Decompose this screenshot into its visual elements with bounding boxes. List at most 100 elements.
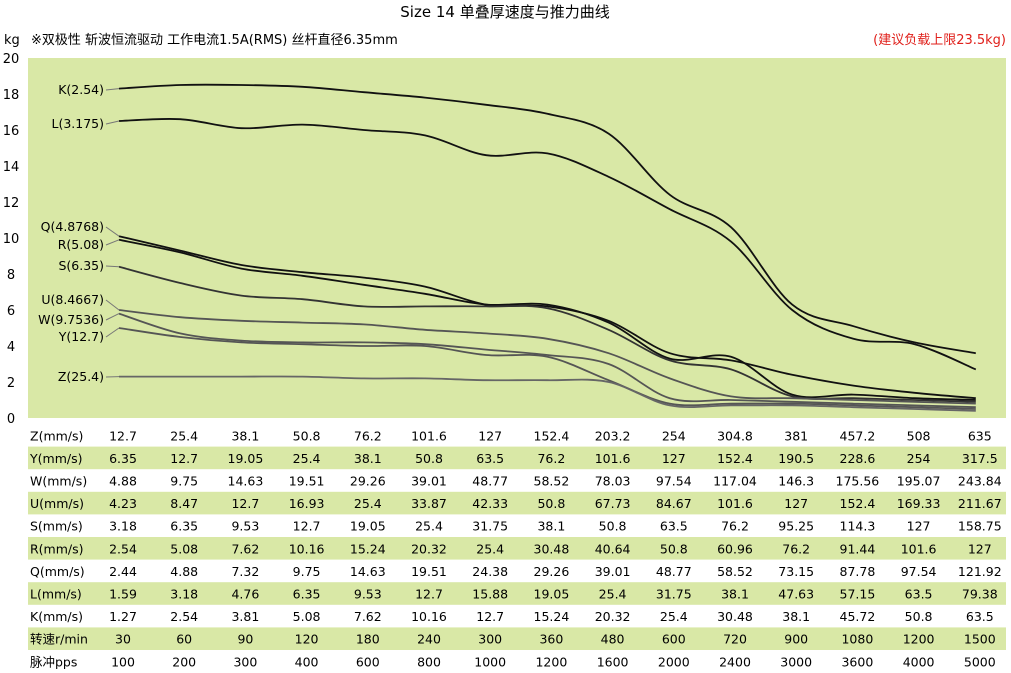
row-label: 转速r/min — [30, 632, 88, 647]
series-lines — [118, 83, 977, 412]
table-cell: 317.5 — [962, 451, 998, 466]
table-cell: 200 — [172, 654, 196, 669]
table-cell: 16.93 — [289, 496, 325, 511]
table-cell: 4000 — [903, 654, 935, 669]
table-cell: 1.27 — [109, 609, 137, 624]
row-label: U(mm/s) — [30, 496, 84, 511]
table-cell: 73.15 — [778, 564, 814, 579]
y-tick-label: 18 — [3, 88, 20, 103]
table-cell: 19.51 — [411, 564, 447, 579]
table-cell: 15.24 — [350, 541, 386, 556]
table-cell: 60.96 — [717, 541, 753, 556]
table-cell: 117.04 — [713, 474, 757, 489]
table-cell: 5.08 — [170, 541, 198, 556]
table-cell: 12.7 — [415, 587, 443, 602]
table-cell: 10.16 — [411, 609, 447, 624]
table-cell: 158.75 — [958, 519, 1002, 534]
series-label: U(8.4667) — [41, 292, 104, 307]
table-cell: 228.6 — [840, 451, 876, 466]
series-line — [118, 118, 977, 371]
table-cell: 48.77 — [472, 474, 508, 489]
table-cell: 63.5 — [966, 609, 994, 624]
table-cell: 9.75 — [170, 474, 198, 489]
table-cell: 48.77 — [656, 564, 692, 579]
table-cell: 9.53 — [231, 519, 259, 534]
table-cell: 12.7 — [231, 496, 259, 511]
table-cell: 169.33 — [897, 496, 941, 511]
table-cell: 25.4 — [293, 451, 321, 466]
series-line — [119, 375, 976, 412]
table-cell: 25.4 — [415, 519, 443, 534]
table-cell: 203.2 — [595, 428, 631, 443]
table-cell: 33.87 — [411, 496, 447, 511]
row-label: Z(mm/s) — [30, 428, 83, 443]
table-cell: 300 — [478, 632, 502, 647]
table-cell: 14.63 — [228, 474, 264, 489]
table-cell: 9.75 — [293, 564, 321, 579]
series-leader-line — [105, 88, 120, 91]
series-line — [118, 327, 976, 410]
row-label: L(mm/s) — [30, 587, 82, 602]
table-cell: 19.05 — [350, 519, 386, 534]
table-cell: 12.7 — [476, 609, 504, 624]
table-cell: 101.6 — [411, 428, 447, 443]
table-cell: 19.51 — [289, 474, 325, 489]
table-cell: 25.4 — [660, 609, 688, 624]
table-cell: 76.2 — [537, 451, 565, 466]
table-cell: 127 — [907, 519, 931, 534]
table-cell: 38.1 — [721, 587, 749, 602]
series-leader-line — [105, 299, 120, 311]
table-cell: 42.33 — [472, 496, 508, 511]
table-cell: 300 — [233, 654, 257, 669]
table-cell: 39.01 — [595, 564, 631, 579]
table-cell: 67.73 — [595, 496, 631, 511]
load-limit-note: (建议负载上限23.5kg) — [873, 33, 1006, 48]
y-tick-label: 2 — [7, 376, 15, 391]
table-cell: 12.7 — [293, 519, 321, 534]
table-cell: 50.8 — [599, 519, 627, 534]
series-leader-line — [105, 226, 120, 237]
table-row-bands — [28, 446, 1006, 650]
table-cell: 254 — [907, 451, 931, 466]
table-cell: 121.92 — [958, 564, 1002, 579]
y-tick-label: 8 — [7, 268, 15, 283]
table-cell: 12.7 — [170, 451, 198, 466]
table-cell: 39.01 — [411, 474, 447, 489]
table-cell: 50.8 — [293, 428, 321, 443]
table-cell: 195.07 — [897, 474, 941, 489]
y-tick-label: 6 — [7, 304, 15, 319]
table-cell: 5000 — [964, 654, 996, 669]
table-cell: 175.56 — [836, 474, 880, 489]
series-label: L(3.175) — [51, 116, 104, 131]
y-tick-label: 10 — [3, 232, 20, 247]
series-label: R(5.08) — [58, 237, 104, 252]
table-cell: 600 — [662, 632, 686, 647]
table-cell: 240 — [417, 632, 441, 647]
table-cell: 180 — [356, 632, 380, 647]
series-line — [118, 238, 976, 401]
table-cell: 6.35 — [293, 587, 321, 602]
row-label: Q(mm/s) — [30, 564, 85, 579]
table-cell: 29.26 — [534, 564, 570, 579]
table-cell: 20.32 — [411, 541, 447, 556]
y-axis-ticks: 0 2 4 6 8 10 12 14 16 18 20 — [3, 52, 20, 427]
table-cell: 1080 — [841, 632, 873, 647]
table-cell: 87.78 — [840, 564, 876, 579]
row-label: W(mm/s) — [30, 474, 87, 489]
table-cell: 9.53 — [354, 587, 382, 602]
y-tick-label: 12 — [3, 196, 20, 211]
table-cell: 3.18 — [109, 519, 137, 534]
table-cell: 76.2 — [782, 541, 810, 556]
y-tick-label: 0 — [7, 412, 15, 427]
table-cell: 40.64 — [595, 541, 631, 556]
series-leader-line — [105, 327, 120, 338]
table-cell: 25.4 — [599, 587, 627, 602]
table-cell: 1600 — [597, 654, 629, 669]
table-cell: 90 — [237, 632, 253, 647]
table-cell: 800 — [417, 654, 441, 669]
table-cell: 1200 — [535, 654, 567, 669]
table-cell: 45.72 — [840, 609, 876, 624]
table-cell: 304.8 — [717, 428, 753, 443]
table-cell: 101.6 — [595, 451, 631, 466]
series-line — [118, 309, 976, 405]
